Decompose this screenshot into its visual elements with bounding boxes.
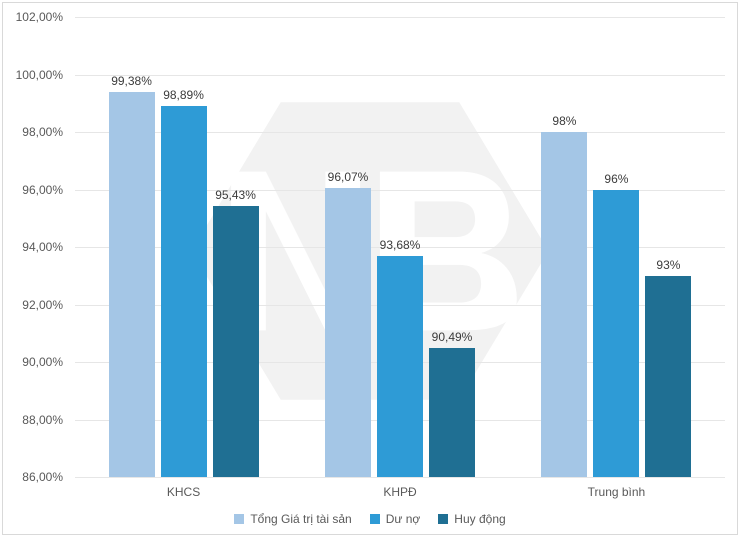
legend-label-0: Tổng Giá trị tài sản xyxy=(250,512,351,526)
legend-label-2: Huy động xyxy=(454,512,505,526)
y-tick-label: 102,00% xyxy=(3,10,63,24)
bar: 90,49% xyxy=(429,348,475,477)
x-tick-label: KHCS xyxy=(167,485,200,499)
bar-value-label: 96,07% xyxy=(308,170,388,184)
chart-frame: 99,38%98,89%95,43%96,07%93,68%90,49%98%9… xyxy=(2,2,738,535)
bar: 96,07% xyxy=(325,188,371,478)
bar: 93% xyxy=(645,276,691,477)
legend: Tổng Giá trị tài sản Dư nợ Huy động xyxy=(3,512,737,526)
y-tick-label: 90,00% xyxy=(3,355,63,369)
bar-value-label: 99,38% xyxy=(92,74,172,88)
y-tick-label: 94,00% xyxy=(3,240,63,254)
bar: 96% xyxy=(593,190,639,478)
bar: 93,68% xyxy=(377,256,423,477)
y-tick-label: 92,00% xyxy=(3,298,63,312)
bars-layer: 99,38%98,89%95,43%96,07%93,68%90,49%98%9… xyxy=(75,17,725,477)
x-tick-label: Trung bình xyxy=(588,485,646,499)
bar-value-label: 90,49% xyxy=(412,330,492,344)
legend-swatch-2 xyxy=(438,514,448,524)
legend-item-1: Dư nợ xyxy=(370,512,421,526)
bar-value-label: 95,43% xyxy=(196,188,276,202)
bar-value-label: 98% xyxy=(524,114,604,128)
y-tick-label: 96,00% xyxy=(3,183,63,197)
bar: 98,89% xyxy=(161,106,207,477)
x-tick-label: KHPĐ xyxy=(383,485,416,499)
gridline xyxy=(75,477,725,478)
legend-swatch-1 xyxy=(370,514,380,524)
bar-value-label: 93,68% xyxy=(360,238,440,252)
legend-item-0: Tổng Giá trị tài sản xyxy=(234,512,351,526)
legend-item-2: Huy động xyxy=(438,512,505,526)
bar-value-label: 96% xyxy=(576,172,656,186)
bar: 95,43% xyxy=(213,206,259,477)
y-tick-label: 100,00% xyxy=(3,68,63,82)
y-tick-label: 98,00% xyxy=(3,125,63,139)
plot-area: 99,38%98,89%95,43%96,07%93,68%90,49%98%9… xyxy=(75,17,725,477)
bar-value-label: 93% xyxy=(628,258,708,272)
bar: 99,38% xyxy=(109,92,155,477)
legend-swatch-0 xyxy=(234,514,244,524)
y-tick-label: 86,00% xyxy=(3,470,63,484)
bar-value-label: 98,89% xyxy=(144,88,224,102)
legend-label-1: Dư nợ xyxy=(386,512,421,526)
y-tick-label: 88,00% xyxy=(3,413,63,427)
